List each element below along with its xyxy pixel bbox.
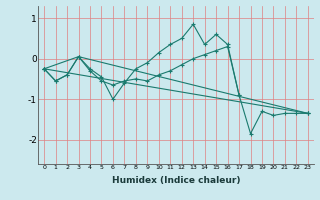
X-axis label: Humidex (Indice chaleur): Humidex (Indice chaleur)	[112, 176, 240, 185]
